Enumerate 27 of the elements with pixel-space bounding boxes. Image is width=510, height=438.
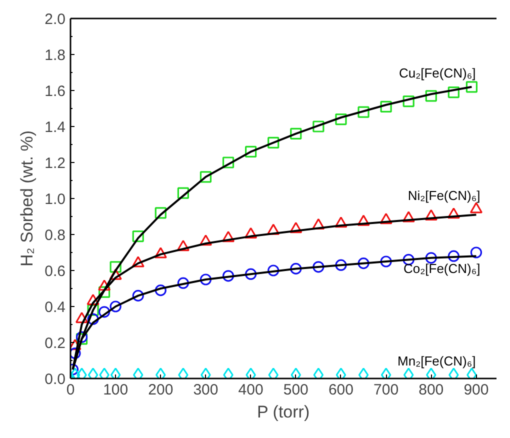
x-tick-label: 600 xyxy=(328,382,354,398)
y-tick-label: 0.8 xyxy=(44,227,66,244)
y-tick-label: 1.8 xyxy=(44,47,66,64)
x-axis-title: P (torr) xyxy=(257,402,310,422)
y-tick-label: 0.0 xyxy=(44,371,66,388)
x-tick-label: 400 xyxy=(238,382,264,398)
x-tick-label: 300 xyxy=(193,382,218,398)
y-tick-label: 0.2 xyxy=(44,335,66,352)
x-tick-label: 0 xyxy=(66,382,75,398)
y-tick-label: 0.4 xyxy=(44,299,66,316)
y-axis-title: H₂ Sorbed (wt. %) xyxy=(18,130,37,267)
x-tick-label: 200 xyxy=(148,382,174,398)
series-label: Ni₂[Fe(CN)₆] xyxy=(408,188,480,203)
y-tick-label: 1.6 xyxy=(44,83,66,100)
series-label: Co₂[Fe(CN)₆] xyxy=(403,261,480,276)
x-tick-label: 500 xyxy=(283,382,308,398)
x-tick-label: 800 xyxy=(418,382,444,398)
x-tick-label: 100 xyxy=(103,382,128,398)
y-tick-label: 2.0 xyxy=(44,11,66,28)
y-tick-label: 1.0 xyxy=(44,191,66,208)
x-tick-label: 900 xyxy=(464,382,489,398)
y-tick-label: 1.4 xyxy=(44,119,66,136)
series-label: Cu₂[Fe(CN)₆] xyxy=(398,65,476,80)
x-tick-label: 700 xyxy=(374,382,399,398)
series-label: Mn₂[Fe(CN)₆] xyxy=(398,353,476,368)
y-tick-label: 1.2 xyxy=(44,155,66,172)
y-tick-label: 0.6 xyxy=(44,263,66,280)
